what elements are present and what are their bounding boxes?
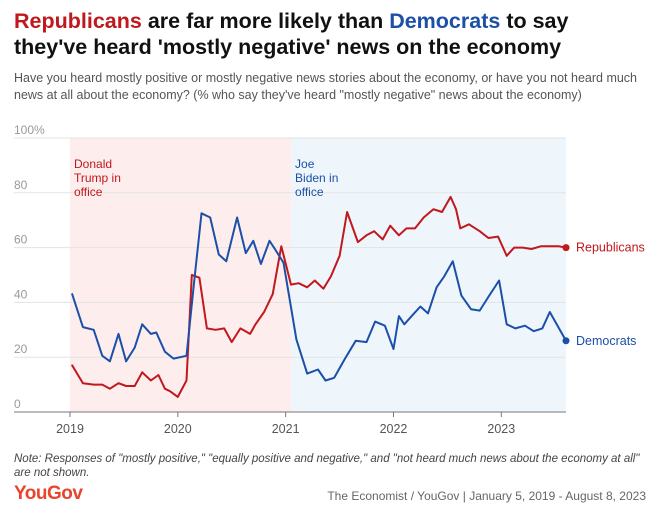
era-label-1: Joe <box>295 157 315 171</box>
series-line-republicans <box>71 195 567 398</box>
x-tick-label: 2020 <box>164 422 192 436</box>
title-end: to say they've heard 'mostly negative' n… <box>14 9 569 59</box>
title-republicans: Republicans <box>14 9 142 33</box>
era-label-1: Biden in <box>295 171 338 185</box>
y-tick-label: 20 <box>14 342 28 356</box>
chart-title: Republicans are far more likely than Dem… <box>14 8 646 60</box>
series-line-democrats <box>71 212 567 382</box>
x-tick-label: 2019 <box>56 422 84 436</box>
title-democrats: Democrats <box>389 9 501 33</box>
series-end-point-republicans <box>562 244 570 252</box>
era-label-0: office <box>74 185 103 199</box>
era-label-0: Donald <box>74 157 112 171</box>
y-tick-label: 0 <box>14 397 21 411</box>
y-tick-label: 80 <box>14 178 28 192</box>
y-tick-label: 60 <box>14 233 28 247</box>
chart-source: The Economist / YouGov | January 5, 2019… <box>327 489 646 503</box>
era-label-1: office <box>295 185 324 199</box>
era-band-0 <box>70 138 292 412</box>
series-label-republicans: Republicans <box>576 241 645 255</box>
chart-subtitle: Have you heard mostly positive or mostly… <box>14 71 638 102</box>
era-band-1 <box>291 138 566 412</box>
y-tick-label: 40 <box>14 287 28 301</box>
x-tick-label: 2022 <box>380 422 408 436</box>
yougov-logo: YouGov <box>14 483 83 504</box>
series-end-point-democrats <box>562 337 570 345</box>
x-tick-label: 2023 <box>487 422 515 436</box>
chart-note: Note: Responses of "mostly positive," "e… <box>14 453 640 479</box>
x-tick-label: 2021 <box>272 422 300 436</box>
era-label-0: Trump in <box>74 171 121 185</box>
series-label-democrats: Democrats <box>576 334 636 348</box>
y-tick-label: 100% <box>14 123 45 137</box>
title-middle: are far more likely than <box>141 9 390 33</box>
